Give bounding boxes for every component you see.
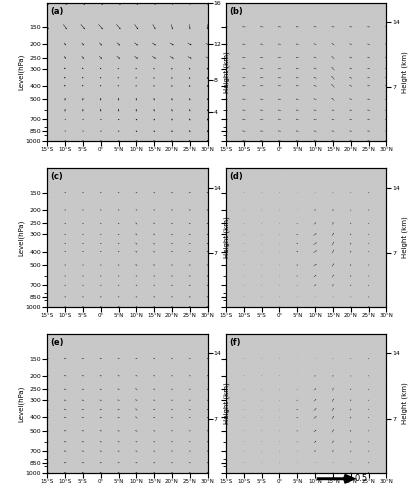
Y-axis label: Level(hPa): Level(hPa) — [18, 220, 24, 256]
Y-axis label: Height (km): Height (km) — [402, 216, 409, 258]
Text: (e): (e) — [51, 338, 64, 347]
Y-axis label: Height (km): Height (km) — [223, 382, 230, 424]
Y-axis label: Height (km): Height (km) — [223, 216, 230, 258]
Text: (f): (f) — [229, 338, 241, 347]
Y-axis label: Level(hPa): Level(hPa) — [18, 385, 24, 422]
Text: 0.5: 0.5 — [355, 474, 368, 483]
Y-axis label: Level(hPa): Level(hPa) — [18, 54, 24, 90]
Text: (b): (b) — [229, 6, 243, 16]
Text: (c): (c) — [51, 172, 63, 182]
Y-axis label: Height (km): Height (km) — [223, 51, 230, 92]
Text: (a): (a) — [51, 6, 64, 16]
Y-axis label: Height (km): Height (km) — [402, 382, 409, 424]
Y-axis label: Height (km): Height (km) — [402, 51, 409, 92]
Text: (d): (d) — [229, 172, 243, 182]
